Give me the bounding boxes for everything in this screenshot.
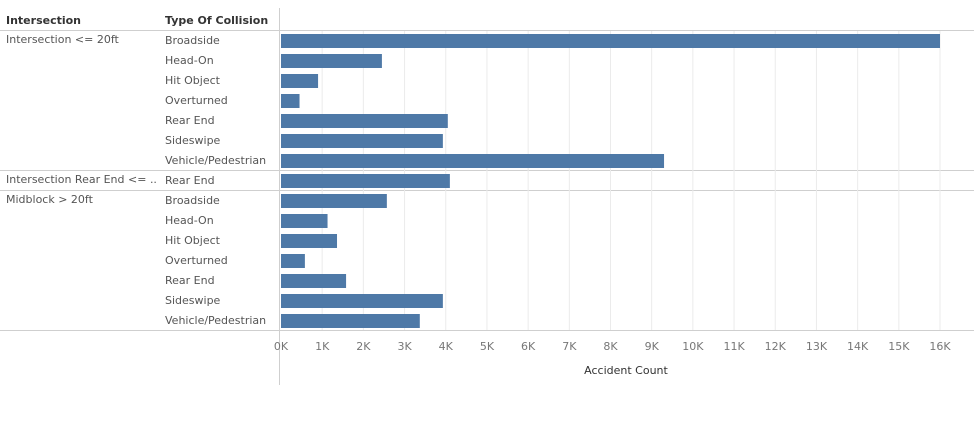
- x-tick-label: 2K: [356, 340, 371, 353]
- x-tick-label: 4K: [439, 340, 454, 353]
- bar[interactable]: [281, 194, 387, 208]
- collision-type-label: Overturned: [165, 254, 228, 267]
- collision-type-label: Sideswipe: [165, 294, 221, 307]
- x-tick-label: 15K: [888, 340, 910, 353]
- gridlines: [321, 31, 941, 330]
- x-tick-label: 13K: [806, 340, 828, 353]
- x-tick-label: 0K: [274, 340, 289, 353]
- collision-type-label: Head-On: [165, 54, 214, 67]
- collision-type-label: Vehicle/Pedestrian: [165, 154, 267, 167]
- bar[interactable]: [281, 254, 305, 268]
- collision-type-label: Rear End: [165, 114, 215, 127]
- collision-type-label: Head-On: [165, 214, 214, 227]
- header-column-separator: [279, 8, 280, 385]
- bar[interactable]: [281, 134, 443, 148]
- collision-type-label: Vehicle/Pedestrian: [165, 314, 267, 327]
- bar[interactable]: [281, 54, 382, 68]
- x-tick-label: 11K: [723, 340, 745, 353]
- bar[interactable]: [281, 114, 448, 128]
- bar[interactable]: [281, 274, 347, 288]
- group-label: Intersection Rear End <= ..: [6, 173, 157, 186]
- bar[interactable]: [281, 154, 665, 168]
- bar[interactable]: [281, 174, 450, 188]
- x-tick-label: 14K: [847, 340, 869, 353]
- bar[interactable]: [281, 74, 319, 88]
- collision-type-label: Overturned: [165, 94, 228, 107]
- collision-type-label: Hit Object: [165, 74, 220, 87]
- group-label: Intersection <= 20ft: [6, 33, 119, 46]
- x-tick-label: 6K: [521, 340, 536, 353]
- x-tick-label: 5K: [480, 340, 495, 353]
- header-divider: [0, 30, 974, 31]
- header-intersection: Intersection: [6, 14, 82, 27]
- collision-type-label: Hit Object: [165, 234, 220, 247]
- x-tick-label: 16K: [929, 340, 951, 353]
- bar[interactable]: [281, 294, 443, 308]
- bar[interactable]: [281, 214, 328, 228]
- bar[interactable]: [281, 94, 300, 108]
- x-tick-label: 12K: [765, 340, 787, 353]
- bar[interactable]: [281, 314, 420, 328]
- x-tick-label: 9K: [645, 340, 660, 353]
- bars: [281, 34, 940, 328]
- x-axis-ticks: 0K 1K 2K 3K 4K 5K 6K 7K 8K 9K 10K 11K 12K 13K 14K 15K 16…: [274, 340, 951, 353]
- collision-type-label: Broadside: [165, 34, 220, 47]
- x-tick-label: 8K: [603, 340, 618, 353]
- x-tick-label: 7K: [562, 340, 577, 353]
- x-tick-label: 10K: [682, 340, 704, 353]
- x-axis-title: Accident Count: [584, 364, 668, 377]
- collision-type-label: Rear End: [165, 274, 215, 287]
- group-label: Midblock > 20ft: [6, 193, 93, 206]
- header-type-of-collision: Type Of Collision: [165, 14, 269, 27]
- bar[interactable]: [281, 34, 940, 48]
- collision-type-label: Rear End: [165, 174, 215, 187]
- group-divider: [0, 330, 974, 331]
- x-tick-label: 1K: [315, 340, 330, 353]
- collision-type-label: Broadside: [165, 194, 220, 207]
- x-tick-label: 3K: [397, 340, 412, 353]
- bar[interactable]: [281, 234, 338, 248]
- collision-type-label: Sideswipe: [165, 134, 221, 147]
